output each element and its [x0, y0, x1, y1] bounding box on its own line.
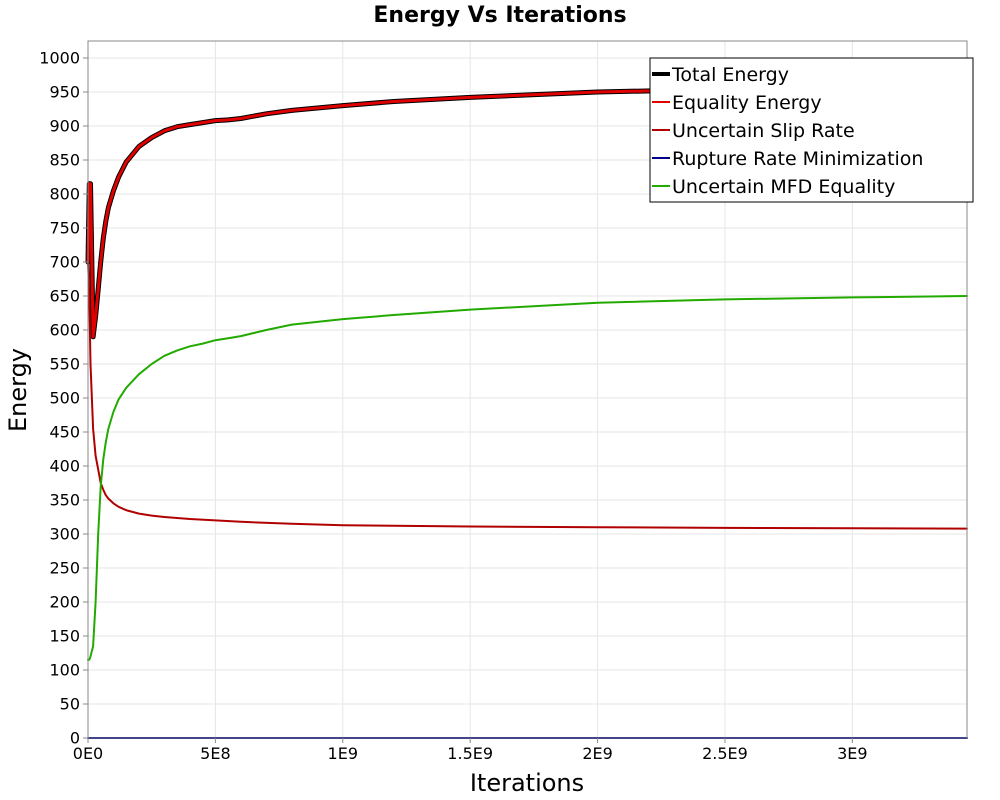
y-tick-label: 650	[49, 287, 80, 306]
y-axis-title: Energy	[4, 348, 32, 432]
series-lines	[85, 83, 970, 739]
y-tick-label: 750	[49, 219, 80, 238]
series-line-equality-energy	[86, 84, 969, 339]
axes: 0 50 100 150 200 250 300 350 400 450 500 550 600 650 7…	[39, 49, 867, 764]
legend-entry: Uncertain MFD Equality	[672, 176, 895, 198]
y-tick-label: 900	[49, 117, 80, 136]
y-tick-label: 1000	[39, 49, 80, 68]
x-tick-label: 0E0	[73, 744, 103, 763]
y-tick-label: 100	[49, 661, 80, 680]
legend-box	[649, 57, 974, 203]
plot-area-frame	[87, 40, 968, 739]
y-tick-label: 0	[70, 729, 80, 748]
legend-entry: Total Energy	[671, 64, 789, 86]
y-tick-label: 500	[49, 389, 80, 408]
x-tick-label: 1.5E9	[447, 744, 493, 763]
y-tick-label: 800	[49, 185, 80, 204]
series-line-uncertain-slip-rate	[87, 261, 968, 530]
y-tick-label: 600	[49, 321, 80, 340]
y-tick-label: 50	[60, 695, 80, 714]
y-tick-label: 850	[49, 151, 80, 170]
x-tick-label: 3E9	[837, 744, 867, 763]
legend-entry: Equality Energy	[672, 92, 822, 114]
x-tick-label: 1E9	[328, 744, 358, 763]
y-tick-label: 550	[49, 355, 80, 374]
y-tick-label: 450	[49, 423, 80, 442]
legend: Total Energy Equality Energy Uncertain Sli…	[649, 57, 974, 203]
y-tick-label: 950	[49, 83, 80, 102]
legend-entry: Uncertain Slip Rate	[672, 120, 855, 142]
x-tick-label: 2E9	[582, 744, 612, 763]
y-tick-label: 200	[49, 593, 80, 612]
y-tick-label: 250	[49, 559, 80, 578]
chart-title: Energy Vs Iterations	[373, 3, 626, 28]
y-tick-label: 700	[49, 253, 80, 272]
y-tick-label: 350	[49, 491, 80, 510]
y-tick-label: 400	[49, 457, 80, 476]
y-tick-label: 300	[49, 525, 80, 544]
series-line-uncertain-mfd-equality	[87, 295, 968, 661]
legend-entry: Rupture Rate Minimization	[672, 148, 923, 170]
x-tick-label: 5E8	[200, 744, 230, 763]
y-tick-label: 150	[49, 627, 80, 646]
x-axis-title: Iterations	[470, 769, 584, 797]
x-tick-label: 2.5E9	[702, 744, 748, 763]
grid	[87, 41, 967, 739]
